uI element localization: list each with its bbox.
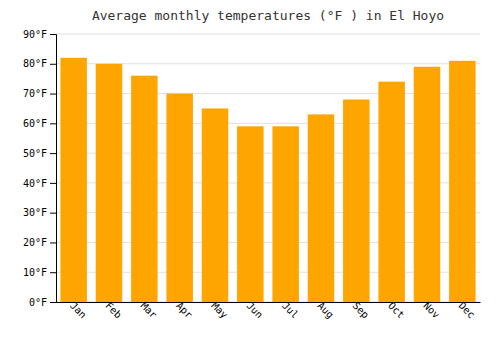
x-tick-label: Oct bbox=[386, 300, 407, 321]
x-tick: Apr bbox=[174, 300, 195, 321]
y-tick-mark bbox=[50, 153, 56, 154]
y-tick-label: 0°F bbox=[29, 297, 47, 308]
x-tick-label: Jun bbox=[245, 300, 266, 321]
y-tick: 80°F bbox=[23, 58, 56, 69]
bar bbox=[343, 100, 370, 302]
y-tick-label: 40°F bbox=[23, 178, 47, 189]
y-tick-label: 90°F bbox=[23, 29, 47, 40]
y-tick: 40°F bbox=[23, 178, 56, 189]
x-tick: Nov bbox=[421, 300, 442, 321]
y-tick-mark bbox=[50, 302, 56, 303]
y-tick-mark bbox=[50, 183, 56, 184]
bar bbox=[60, 58, 86, 302]
y-tick: 0°F bbox=[29, 297, 56, 308]
y-tick-label: 30°F bbox=[23, 207, 47, 218]
x-tick: Feb bbox=[103, 300, 124, 321]
y-tick: 70°F bbox=[23, 88, 56, 99]
y-tick-mark bbox=[50, 34, 56, 35]
bar bbox=[96, 64, 123, 302]
bar bbox=[166, 94, 193, 302]
y-tick: 60°F bbox=[23, 118, 56, 129]
x-tick-label: May bbox=[209, 300, 230, 321]
plot-area: 0°F 10°F 20°F 30°F 40°F 50°F 60°F 70°F 80°F 90°F J… bbox=[23, 29, 481, 321]
x-tick-label: Mar bbox=[139, 300, 160, 321]
grid-line bbox=[56, 34, 480, 35]
x-tick-label: Feb bbox=[103, 300, 124, 321]
bar bbox=[449, 61, 476, 302]
bars bbox=[60, 58, 475, 302]
y-tick-mark bbox=[50, 242, 56, 243]
title: Average monthly temperatures (°F ) in El… bbox=[92, 8, 444, 23]
chart-svg: 0°F 10°F 20°F 30°F 40°F 50°F 60°F 70°F 80°F 90°F J… bbox=[0, 0, 500, 350]
y-axis: 0°F 10°F 20°F 30°F 40°F 50°F 60°F 70°F 80°F 90°F bbox=[23, 29, 57, 308]
y-tick: 10°F bbox=[23, 267, 56, 278]
bar bbox=[237, 126, 263, 302]
y-tick: 20°F bbox=[23, 237, 56, 248]
x-tick-label: Aug bbox=[315, 300, 336, 321]
bar bbox=[414, 67, 441, 302]
x-tick: Mar bbox=[139, 300, 160, 321]
x-tick: Jan bbox=[68, 300, 89, 321]
y-tick-label: 70°F bbox=[23, 88, 47, 99]
y-tick: 90°F bbox=[23, 29, 56, 40]
y-tick-mark bbox=[50, 64, 56, 65]
y-tick: 50°F bbox=[23, 148, 56, 159]
x-tick-label: Jan bbox=[68, 300, 89, 321]
chart-container: 0°F 10°F 20°F 30°F 40°F 50°F 60°F 70°F 80°F 90°F J… bbox=[0, 0, 500, 350]
y-tick-label: 80°F bbox=[23, 58, 47, 69]
bar bbox=[378, 82, 405, 302]
x-tick: Jul bbox=[280, 300, 301, 321]
y-tick-label: 60°F bbox=[23, 118, 47, 129]
x-tick: Dec bbox=[457, 300, 478, 321]
y-axis-line bbox=[50, 35, 57, 303]
y-tick-label: 10°F bbox=[23, 267, 47, 278]
x-tick-label: Apr bbox=[174, 300, 195, 321]
y-tick: 30°F bbox=[23, 207, 56, 218]
y-tick-mark bbox=[50, 94, 56, 95]
y-tick-mark bbox=[50, 123, 56, 124]
y-tick-label: 50°F bbox=[23, 148, 47, 159]
x-tick: May bbox=[209, 300, 230, 321]
x-tick-label: Sep bbox=[351, 300, 372, 321]
bar bbox=[202, 108, 229, 302]
x-axis: Jan Feb Mar Apr May Jun Jul Aug Sep Oct Nov Dec bbox=[57, 300, 481, 321]
y-tick-mark bbox=[50, 213, 56, 214]
bar bbox=[131, 76, 158, 302]
y-tick-mark bbox=[50, 272, 56, 273]
bar bbox=[272, 126, 299, 302]
x-axis-line bbox=[57, 302, 481, 303]
bar bbox=[308, 114, 335, 302]
grid bbox=[56, 34, 480, 302]
y-tick-label: 20°F bbox=[23, 237, 47, 248]
x-tick-label: Jul bbox=[280, 300, 301, 321]
x-tick: Oct bbox=[386, 300, 407, 321]
x-tick: Sep bbox=[351, 300, 372, 321]
x-tick: Jun bbox=[245, 300, 266, 321]
x-tick: Aug bbox=[315, 300, 336, 321]
x-tick-label: Nov bbox=[421, 300, 442, 321]
x-tick-label: Dec bbox=[457, 300, 478, 321]
